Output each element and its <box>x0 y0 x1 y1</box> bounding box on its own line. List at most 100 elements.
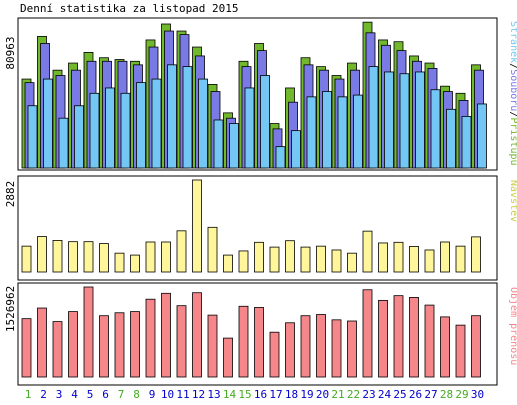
pages-bar-11 <box>182 66 193 169</box>
x-tick-label-8: 8 <box>133 388 140 401</box>
pages-bar-4 <box>74 105 84 169</box>
visits-bar-8 <box>130 254 140 273</box>
kbytes-bar-11 <box>176 305 187 378</box>
kbytes-bar-20 <box>316 314 326 378</box>
x-tick-label-30: 30 <box>471 388 484 401</box>
kbytes-bar-23 <box>362 289 373 378</box>
legend-kbytes: Objem přenosu <box>508 287 517 365</box>
visits-bar-6 <box>99 243 109 273</box>
pages-bar-27 <box>430 89 441 169</box>
visits-bar-15 <box>238 250 249 273</box>
x-tick-label-24: 24 <box>378 388 392 401</box>
kbytes-bar-21 <box>331 319 342 378</box>
x-tick-label-9: 9 <box>149 388 156 401</box>
visits-bar-22 <box>347 252 357 273</box>
x-tick-label-26: 26 <box>409 388 422 401</box>
kbytes-bar-27 <box>424 304 435 378</box>
kbytes-bar-29 <box>455 324 466 378</box>
kbytes-bar-8 <box>130 311 140 378</box>
x-tick-label-16: 16 <box>254 388 267 401</box>
x-tick-label-6: 6 <box>102 388 109 401</box>
x-tick-label-4: 4 <box>71 388 78 401</box>
kbytes-bar-13 <box>207 314 218 378</box>
pages-bar-3 <box>58 117 69 169</box>
pages-bar-8 <box>136 82 146 169</box>
pages-bar-30 <box>477 103 487 169</box>
x-tick-label-3: 3 <box>56 388 63 401</box>
pages-bar-13 <box>213 119 224 169</box>
chart-title: Denní statistika za listopad 2015 <box>20 2 239 15</box>
pages-bar-15 <box>244 87 255 169</box>
x-tick-label-10: 10 <box>161 388 174 401</box>
pages-bar-25 <box>399 73 410 169</box>
kbytes-bar-30 <box>471 315 481 378</box>
kbytes-bar-4 <box>68 311 78 378</box>
kbytes-bar-18 <box>285 322 295 378</box>
pages-bar-14 <box>229 123 239 169</box>
x-tick-label-13: 13 <box>207 388 220 401</box>
kbytes-bar-6 <box>99 315 109 378</box>
kbytes-bar-12 <box>192 292 202 378</box>
x-tick-label-28: 28 <box>440 388 453 401</box>
pages-bar-12 <box>198 78 208 169</box>
x-tick-label-14: 14 <box>223 388 237 401</box>
x-tick-label-12: 12 <box>192 388 205 401</box>
x-tick-label-25: 25 <box>393 388 406 401</box>
kbytes-bar-3 <box>52 321 63 378</box>
visits-bar-16 <box>254 241 264 273</box>
kbytes-bar-7 <box>114 312 125 378</box>
legend-entry-1: Stránek <box>508 21 517 63</box>
kbytes-bar-28 <box>440 316 450 378</box>
visits-bar-7 <box>114 252 125 273</box>
visits-bar-29 <box>455 245 466 273</box>
visits-bar-3 <box>52 239 63 273</box>
y-max-label-kbytes: 1526962 <box>4 286 17 332</box>
x-tick-label-7: 7 <box>118 388 125 401</box>
legend-entry-3: Souborů <box>508 69 517 111</box>
kbytes-bar-25 <box>393 295 404 378</box>
pages-bar-10 <box>167 64 177 169</box>
y-max-label-traffic: 80963 <box>4 36 17 69</box>
kbytes-bar-9 <box>145 298 156 378</box>
pages-bar-9 <box>151 78 162 169</box>
pages-bar-26 <box>415 71 425 169</box>
pages-bar-17 <box>275 146 286 169</box>
x-tick-label-29: 29 <box>455 388 468 401</box>
panel-frame-2 <box>17 175 498 281</box>
pages-bar-18 <box>291 130 301 169</box>
x-tick-label-19: 19 <box>300 388 313 401</box>
kbytes-bar-2 <box>37 307 47 378</box>
pages-bar-1 <box>27 105 38 169</box>
y-max-label-visits: 2882 <box>4 181 17 208</box>
visits-bar-10 <box>161 241 171 273</box>
visits-bar-28 <box>440 241 450 273</box>
pages-bar-19 <box>306 96 317 169</box>
pages-bar-16 <box>260 75 270 169</box>
visits-bar-25 <box>393 241 404 273</box>
legend-entry-5: Přístupů <box>508 117 517 165</box>
kbytes-bar-1 <box>21 318 32 378</box>
x-tick-label-23: 23 <box>362 388 375 401</box>
kbytes-bar-5 <box>83 286 94 378</box>
pages-bar-21 <box>337 96 348 169</box>
pages-bar-2 <box>43 78 53 169</box>
legend-traffic: Stránek/Souborů/Přístupů <box>508 21 517 166</box>
pages-bar-23 <box>368 66 379 169</box>
visits-bar-20 <box>316 245 326 273</box>
visits-bar-18 <box>285 240 295 273</box>
x-tick-label-11: 11 <box>176 388 189 401</box>
visits-bar-1 <box>21 245 32 273</box>
kbytes-bar-15 <box>238 305 249 378</box>
kbytes-bar-24 <box>378 299 388 378</box>
pages-bar-22 <box>353 94 363 169</box>
panel-frame-3 <box>17 282 498 386</box>
pages-bar-28 <box>446 108 456 169</box>
x-tick-label-20: 20 <box>316 388 329 401</box>
pages-bar-5 <box>89 92 100 169</box>
x-tick-label-17: 17 <box>269 388 282 401</box>
x-tick-label-2: 2 <box>40 388 47 401</box>
legend-visits: Návštěv <box>508 180 517 222</box>
visits-bar-26 <box>409 246 419 273</box>
pages-bar-24 <box>384 71 394 169</box>
